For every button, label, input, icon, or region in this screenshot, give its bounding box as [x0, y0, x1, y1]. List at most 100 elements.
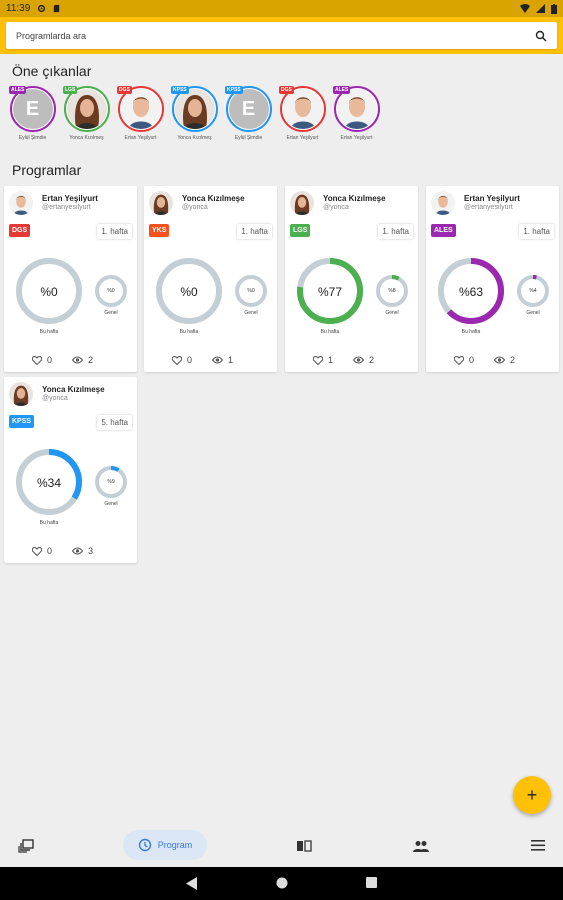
week-caption: Bu hafta [461, 329, 481, 335]
card-header: Yonca Kızılmeşe @yonca [149, 191, 245, 215]
week-chip[interactable]: 1. hafta [237, 224, 272, 239]
exam-tag: YKS [149, 224, 170, 237]
featured-name: Eylül Şimdie [234, 135, 263, 141]
user-handle: @ertanyesilyurt [42, 204, 91, 211]
card-header: Ertan Yeşilyurt @ertanyesilyurt [431, 191, 520, 215]
program-card[interactable]: Yonca Kızılmeşe @yonca YKS 1. hafta %0 %0 Bu h… [144, 186, 277, 372]
exam-badge: ALES [333, 86, 351, 94]
progress-ring [95, 466, 127, 498]
week-chip[interactable]: 1. hafta [519, 224, 554, 239]
featured-item[interactable]: ALES Ertan Yeşilyurt [330, 86, 383, 141]
signal-icon [536, 4, 545, 13]
user-handle: @yonca [323, 204, 349, 211]
nav-books[interactable] [288, 824, 320, 867]
overall-caption: Genel [385, 310, 399, 316]
search-bar[interactable] [6, 22, 557, 49]
avatar-ring [333, 86, 380, 132]
week-progress-value: %0 [180, 285, 198, 299]
week-caption: Bu hafta [39, 520, 59, 526]
featured-item[interactable]: DGS Ertan Yeşilyurt [276, 86, 329, 141]
overall-progress-value: %0 [247, 288, 255, 294]
featured-item[interactable]: KPSS Yonca Kızılmeş [168, 86, 221, 141]
overall-caption: Genel [244, 310, 258, 316]
view-count: 2 [88, 355, 94, 365]
wifi-icon [520, 4, 530, 13]
like-button[interactable]: 1 [313, 355, 333, 365]
week-chip[interactable]: 1. hafta [97, 224, 132, 239]
back-icon[interactable] [186, 877, 198, 890]
week-progress-value: %77 [317, 285, 343, 299]
avatar-ring [171, 86, 218, 132]
week-caption: Bu hafta [179, 329, 199, 335]
featured-name: Ertan Yeşilyurt [340, 135, 373, 141]
search-icon[interactable] [535, 30, 547, 42]
card-header: Yonca Kızılmeşe @yonca [9, 382, 105, 406]
week-progress-value: %0 [40, 285, 58, 299]
search-input[interactable] [16, 30, 535, 41]
progress-ring [95, 275, 127, 307]
view-stat: 3 [72, 546, 93, 556]
program-card[interactable]: Yonca Kızılmeşe @yonca LGS 1. hafta %77 %8 Bu … [285, 186, 418, 372]
view-stat: 2 [72, 355, 93, 365]
exam-tag: ALES [431, 224, 456, 237]
program-card[interactable]: Yonca Kızılmeşe @yonca KPSS 5. hafta %34 %9 Bu… [4, 377, 137, 563]
avatar [149, 191, 173, 215]
like-button[interactable]: 0 [32, 546, 52, 556]
progress-ring [376, 275, 408, 307]
exam-badge: DGS [117, 86, 132, 94]
status-bar: 11:39 [0, 0, 563, 17]
week-chip[interactable]: 5. hafta [97, 415, 132, 430]
like-button[interactable]: 0 [172, 355, 192, 365]
nav-program[interactable]: Program [123, 830, 207, 860]
progress-ring [16, 258, 82, 324]
avatar: E [12, 89, 53, 129]
featured-item[interactable]: E ALES Eylül Şimdie [6, 86, 59, 141]
week-caption: Bu hafta [320, 329, 340, 335]
status-time: 11:39 [6, 3, 31, 14]
settings-icon [38, 4, 46, 13]
user-name: Yonca Kızılmeşe [182, 194, 245, 203]
add-icon: + [526, 784, 538, 805]
exam-badge: LGS [63, 86, 78, 94]
program-card[interactable]: Ertan Yeşilyurt @ertanyesilyurt ALES 1. haf… [426, 186, 559, 372]
featured-item[interactable]: E KPSS Eylül Şimdie [222, 86, 275, 141]
featured-list: E ALES Eylül Şimdie LGS Yonca Kızılmeş DGS Ert… [6, 86, 384, 141]
view-count: 1 [228, 355, 234, 365]
week-chip[interactable]: 1. hafta [378, 224, 413, 239]
progress-ring [156, 258, 222, 324]
like-count: 0 [469, 355, 475, 365]
program-card[interactable]: Ertan Yeşilyurt @ertanyesilyurt DGS 1. haft… [4, 186, 137, 372]
exam-tag: KPSS [9, 415, 35, 428]
user-name: Ertan Yeşilyurt [464, 194, 520, 203]
nav-menu[interactable] [522, 824, 554, 867]
featured-item[interactable]: DGS Ertan Yeşilyurt [114, 86, 167, 141]
progress-ring [517, 275, 549, 307]
eye-icon [212, 356, 224, 364]
exam-badge: ALES [9, 86, 27, 94]
overall-caption: Genel [104, 501, 118, 507]
exam-badge: KPSS [171, 86, 189, 94]
user-name: Ertan Yeşilyurt [42, 194, 98, 203]
like-count: 0 [47, 355, 53, 365]
nav-people[interactable] [405, 824, 437, 867]
recents-icon[interactable] [366, 877, 377, 888]
exam-tag: LGS [290, 224, 311, 237]
user-handle: @yonca [182, 204, 208, 211]
avatar [290, 191, 314, 215]
card-header: Ertan Yeşilyurt @ertanyesilyurt [9, 191, 98, 215]
avatar [431, 191, 455, 215]
avatar [282, 89, 323, 129]
nav-library[interactable] [10, 824, 42, 867]
like-button[interactable]: 0 [454, 355, 474, 365]
featured-item[interactable]: LGS Yonca Kızılmeş [60, 86, 113, 141]
progress-ring [235, 275, 267, 307]
like-button[interactable]: 0 [32, 355, 52, 365]
add-program-button[interactable]: + [513, 776, 551, 814]
featured-name: Ertan Yeşilyurt [124, 135, 157, 141]
view-stat: 1 [212, 355, 233, 365]
home-icon[interactable] [276, 877, 288, 889]
avatar-letter: E [25, 97, 40, 120]
avatar [336, 89, 377, 129]
